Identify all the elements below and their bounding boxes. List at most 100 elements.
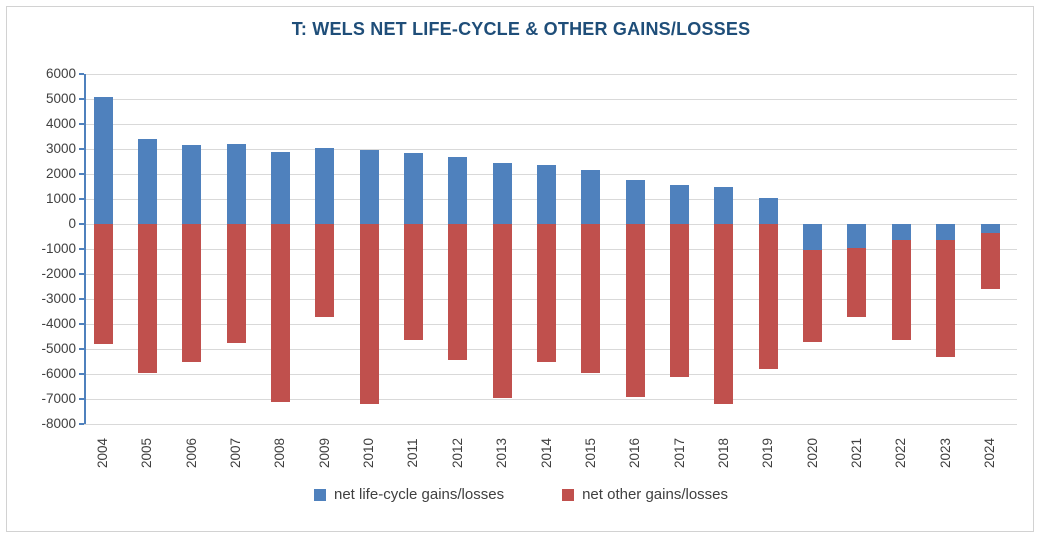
y-axis-tick <box>79 98 84 100</box>
lifecycle-bar-segment <box>315 147 335 224</box>
y-axis-tick <box>79 373 84 375</box>
x-axis-year-label: 2014 <box>538 437 554 469</box>
y-axis-tick <box>79 123 84 125</box>
y-axis-tick <box>79 73 84 75</box>
other-bar-segment <box>758 224 778 369</box>
x-axis-year-label: 2005 <box>139 437 155 469</box>
y-axis-tick-label: -5000 <box>41 341 76 356</box>
lifecycle-bar-segment <box>226 144 246 224</box>
other-bar-segment <box>714 224 734 404</box>
other-bar-segment <box>936 240 956 357</box>
other-bar-segment <box>448 224 468 361</box>
y-axis-tick <box>79 148 84 150</box>
y-axis-tick-label: 0 <box>68 216 76 231</box>
x-axis-year-label: 2013 <box>494 437 510 469</box>
other-bar-segment <box>492 224 512 398</box>
y-axis-tick-label: -2000 <box>41 266 76 281</box>
lifecycle-bar-segment <box>847 224 867 248</box>
other-bar-segment <box>93 224 113 344</box>
legend: net life-cycle gains/losses net other ga… <box>0 486 1042 503</box>
y-axis-tick-label: -4000 <box>41 316 76 331</box>
x-axis-year-label: 2020 <box>804 437 820 469</box>
lifecycle-bar-segment <box>625 180 645 224</box>
legend-item-other: net other gains/losses <box>562 486 728 503</box>
other-bar-segment <box>403 224 423 341</box>
gridline <box>84 74 1017 75</box>
lifecycle-bar-segment <box>492 162 512 224</box>
y-axis-tick-label: -7000 <box>41 391 76 406</box>
y-axis-tick-label: -1000 <box>41 241 76 256</box>
other-bar-segment <box>581 224 601 373</box>
lifecycle-bar-segment <box>537 165 556 224</box>
y-axis-tick <box>79 223 84 225</box>
other-bar-segment <box>980 232 1000 289</box>
x-axis-year-label: 2016 <box>627 437 643 469</box>
other-bar-segment <box>182 224 202 362</box>
other-bar-segment <box>359 224 379 404</box>
lifecycle-bar-segment <box>714 186 734 224</box>
other-bar-segment <box>537 224 556 362</box>
chart-title: T: WELS NET LIFE-CYCLE & OTHER GAINS/LOS… <box>291 19 751 39</box>
y-axis-line <box>84 74 86 424</box>
gridline <box>84 149 1017 150</box>
y-axis-tick-label: 2000 <box>45 166 76 181</box>
lifecycle-bar-segment <box>137 139 157 224</box>
legend-label-other: net other gains/losses <box>582 486 728 503</box>
legend-item-lifecycle: net life-cycle gains/losses <box>314 486 504 503</box>
gridline <box>84 424 1017 425</box>
x-axis-year-label: 2011 <box>405 438 421 468</box>
y-axis-tick-label: -6000 <box>41 366 76 381</box>
other-bar-segment <box>803 250 823 342</box>
other-bar-segment <box>226 224 246 343</box>
x-axis-year-label: 2021 <box>848 437 864 469</box>
x-axis-year-label: 2024 <box>982 437 997 469</box>
other-bar-segment <box>847 247 867 317</box>
y-axis-tick <box>79 423 84 425</box>
y-axis-tick <box>79 248 84 250</box>
lifecycle-bar-segment <box>448 156 468 224</box>
x-axis-year-label: 2015 <box>582 437 598 469</box>
x-axis-year-label: 2009 <box>316 437 332 469</box>
other-bar-segment <box>670 224 690 377</box>
chart-border <box>6 6 1034 532</box>
y-axis-tick <box>79 348 84 350</box>
legend-swatch-lifecycle-icon <box>314 488 326 501</box>
lifecycle-bar-segment <box>581 170 601 224</box>
y-axis-tick-label: -8000 <box>41 416 76 431</box>
lifecycle-bar-segment <box>980 224 1000 233</box>
lifecycle-bar-segment <box>93 96 113 224</box>
y-axis-tick-label: 6000 <box>45 66 76 81</box>
y-axis-tick-label: 4000 <box>45 116 76 131</box>
lifecycle-bar-segment <box>182 145 202 224</box>
legend-swatch-other-icon <box>562 488 575 501</box>
x-axis-year-label: 2006 <box>183 437 199 469</box>
x-axis-year-label: 2004 <box>95 437 110 469</box>
lifecycle-bar-segment <box>270 151 290 224</box>
lifecycle-bar-segment <box>359 150 379 224</box>
x-axis-year-label: 2023 <box>937 437 953 469</box>
gridline <box>84 374 1017 375</box>
lifecycle-bar-segment <box>891 224 911 241</box>
legend-label-lifecycle: net life-cycle gains/losses <box>334 486 505 503</box>
y-axis-tick <box>79 298 84 300</box>
y-axis-tick <box>79 198 84 200</box>
x-axis-year-label: 2010 <box>361 437 377 469</box>
gridline <box>84 399 1017 400</box>
x-axis-year-label: 2007 <box>228 437 244 469</box>
other-bar-segment <box>625 224 645 397</box>
x-axis-year-label: 2008 <box>272 437 288 469</box>
other-bar-segment <box>270 224 290 402</box>
x-axis-year-label: 2022 <box>893 437 909 469</box>
y-axis-tick <box>79 398 84 400</box>
lifecycle-bar-segment <box>758 197 778 224</box>
y-axis-tick <box>79 173 84 175</box>
other-bar-segment <box>891 240 911 341</box>
lifecycle-bar-segment <box>803 224 823 251</box>
lifecycle-bar-segment <box>403 152 423 224</box>
lifecycle-bar-segment <box>936 224 956 241</box>
y-axis-tick-label: 1000 <box>45 191 76 206</box>
y-axis-tick-label: 5000 <box>45 91 76 106</box>
x-axis-year-label: 2012 <box>449 437 465 469</box>
other-bar-segment <box>137 224 157 373</box>
other-bar-segment <box>315 224 335 317</box>
